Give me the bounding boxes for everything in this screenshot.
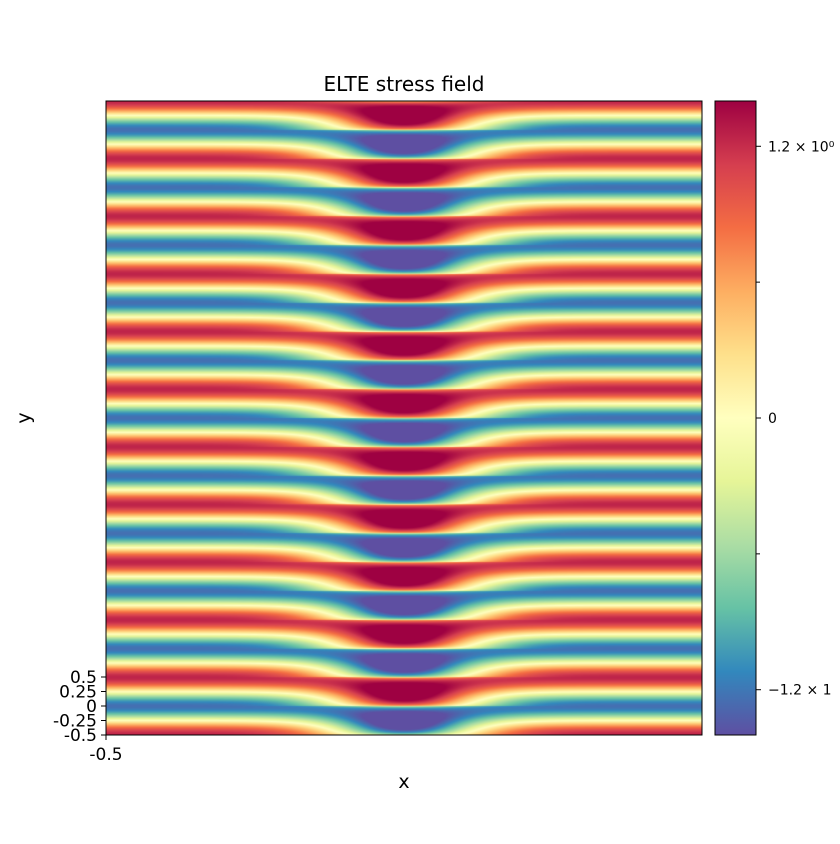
y-tick-label: -0.5 [64, 726, 97, 746]
y-tick-label: 0.5 [70, 668, 97, 688]
x-axis-ticks: -0.5 [89, 735, 123, 765]
x-tick-label: -0.5 [89, 745, 122, 765]
x-axis-label: x [398, 771, 409, 793]
y-tick-label: 0.25 [59, 683, 97, 703]
chart-title: ELTE stress field [324, 72, 485, 96]
heatmap-image [106, 101, 702, 735]
colorbar [714, 100, 757, 736]
plot-frame [105, 100, 703, 736]
colorbar-tick-label: 1.2 × 10⁰ [768, 139, 835, 155]
colorbar-tick-label: 0 [768, 411, 777, 427]
y-tick-label: -0.25 [53, 712, 97, 732]
y-axis-label: y [13, 412, 35, 423]
y-tick-label: 0 [86, 697, 97, 717]
colorbar-tick-label: −1.2 × 1 [768, 683, 832, 699]
colorbar-ticks: 1.2 × 10⁰ 0 −1.2 × 1 [756, 139, 835, 699]
